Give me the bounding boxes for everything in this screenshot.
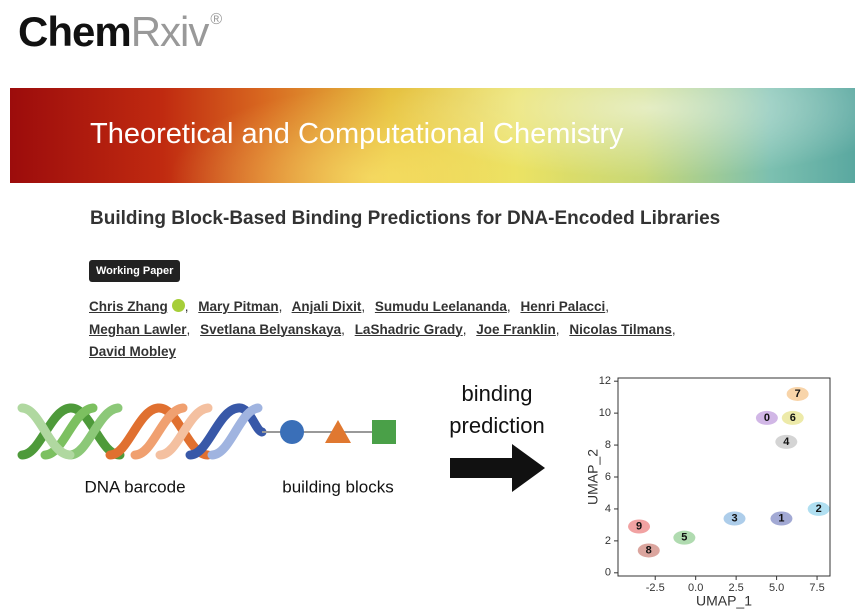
author[interactable]: LaShadric Grady xyxy=(354,321,463,337)
logo-mark: ® xyxy=(210,11,222,28)
cluster-label: 5 xyxy=(681,532,687,544)
separator: , xyxy=(186,321,191,337)
author[interactable]: Henri Palacci xyxy=(520,299,606,314)
block-circle xyxy=(280,420,304,444)
author-item: Anjali Dixit, xyxy=(292,299,366,314)
graphical-abstract: DNA barcode building blocks binding pred… xyxy=(17,375,831,609)
author-item: Chris Zhang, xyxy=(89,299,189,314)
y-tick-label: 6 xyxy=(605,471,611,483)
x-tick-label: -2.5 xyxy=(646,582,665,594)
author-item: David Mobley xyxy=(89,344,176,359)
separator: , xyxy=(555,321,560,337)
author-item: Meghan Lawler, xyxy=(89,322,190,337)
cluster xyxy=(637,543,660,558)
banner: Theoretical and Computational Chemistry xyxy=(10,88,855,183)
dna-label: DNA barcode xyxy=(84,477,185,496)
separator: , xyxy=(341,321,345,337)
author-item: Svetlana Belyanskaya, xyxy=(200,322,345,337)
cluster xyxy=(673,530,696,545)
author[interactable]: Chris Zhang xyxy=(89,299,168,314)
x-tick-label: 2.5 xyxy=(728,582,743,594)
author-item: Mary Pitman, xyxy=(198,299,282,314)
author[interactable]: Joe Franklin xyxy=(476,321,556,337)
cluster-label: 0 xyxy=(764,412,770,424)
separator: , xyxy=(671,321,676,337)
cluster-label: 3 xyxy=(731,512,737,524)
x-tick-label: 7.5 xyxy=(809,582,824,594)
cluster-label: 8 xyxy=(646,544,652,556)
cluster-label: 9 xyxy=(636,520,642,532)
cluster-label: 1 xyxy=(778,512,784,524)
y-tick-label: 8 xyxy=(605,439,611,451)
x-axis-label: UMAP_1 xyxy=(696,593,752,609)
cluster xyxy=(628,519,651,534)
author[interactable]: Anjali Dixit xyxy=(291,299,362,314)
blocks-label: building blocks xyxy=(282,477,394,496)
cluster xyxy=(755,410,778,425)
y-tick-label: 4 xyxy=(605,503,611,515)
author[interactable]: Meghan Lawler xyxy=(89,321,187,337)
separator: , xyxy=(361,299,366,314)
cluster xyxy=(781,410,804,425)
cluster xyxy=(723,511,746,526)
y-tick-label: 12 xyxy=(599,375,611,387)
separator: , xyxy=(278,299,283,314)
y-tick-label: 2 xyxy=(605,535,611,547)
author-list: Chris Zhang, Mary Pitman, Anjali Dixit, … xyxy=(89,296,694,364)
separator: , xyxy=(506,299,511,314)
author[interactable]: Mary Pitman xyxy=(198,299,279,314)
author[interactable]: Nicolas Tilmans xyxy=(569,321,672,337)
arrow xyxy=(450,444,545,492)
y-axis-label: UMAP_2 xyxy=(585,449,601,505)
author[interactable]: David Mobley xyxy=(89,344,177,359)
cluster-label: 7 xyxy=(795,388,801,400)
arrow-label: prediction xyxy=(449,413,544,438)
cluster-label: 6 xyxy=(790,412,796,424)
logo[interactable]: ChemRxiv ® xyxy=(18,8,222,56)
cluster xyxy=(807,501,830,516)
cluster xyxy=(770,511,793,526)
dna-helix xyxy=(17,403,267,460)
author-item: Sumudu Leelananda, xyxy=(375,299,511,314)
separator: , xyxy=(184,299,189,314)
cluster-label: 4 xyxy=(783,436,790,448)
author[interactable]: Svetlana Belyanskaya xyxy=(200,321,342,337)
x-tick-label: 5.0 xyxy=(769,582,784,594)
author-item: LaShadric Grady, xyxy=(355,322,467,337)
author-item: Joe Franklin, xyxy=(476,322,559,337)
cluster xyxy=(786,386,809,401)
cluster-label: 2 xyxy=(816,503,822,515)
logo-brand: Chem xyxy=(18,8,132,55)
y-tick-label: 0 xyxy=(605,567,611,579)
separator: , xyxy=(462,321,467,337)
logo-suffix: Rxiv xyxy=(130,8,210,55)
x-tick-label: 0.0 xyxy=(688,582,703,594)
arrow-label: binding xyxy=(462,381,533,406)
orcid-icon xyxy=(171,299,185,312)
cluster xyxy=(775,434,798,449)
block-square xyxy=(372,420,396,444)
author[interactable]: Sumudu Leelananda xyxy=(374,299,507,314)
banner-title[interactable]: Theoretical and Computational Chemistry xyxy=(90,118,624,150)
author-item: Henri Palacci, xyxy=(520,299,609,314)
author-item: Nicolas Tilmans, xyxy=(569,322,675,337)
badge: Working Paper xyxy=(89,260,181,282)
y-tick-label: 10 xyxy=(599,407,611,419)
article-title: Building Block-Based Binding Predictions… xyxy=(90,208,721,229)
separator: , xyxy=(605,299,610,314)
block-triangle xyxy=(325,420,351,443)
